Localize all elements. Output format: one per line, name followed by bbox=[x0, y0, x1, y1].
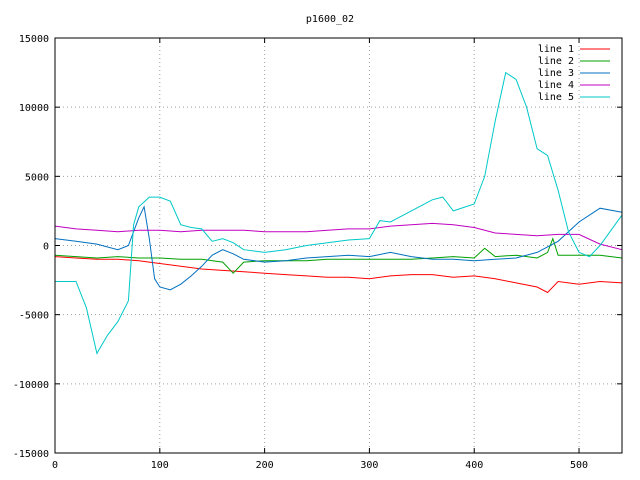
y-tick-label: -5000 bbox=[19, 311, 49, 322]
y-tick-label: 10000 bbox=[19, 103, 49, 114]
x-tick-label: 200 bbox=[256, 460, 274, 471]
x-tick-label: 400 bbox=[465, 460, 483, 471]
y-tick-label: 15000 bbox=[19, 34, 49, 45]
x-tick-label: 0 bbox=[52, 460, 58, 471]
x-tick-label: 100 bbox=[151, 460, 169, 471]
chart-title: p1600_02 bbox=[306, 14, 354, 25]
series-line-4 bbox=[54, 222, 623, 251]
series-line-3 bbox=[54, 205, 623, 291]
legend-label-4: line 4 bbox=[538, 80, 574, 91]
axis-ticks: 0 100 200 300 400 500 -15000 -10000 -5000 0 5000 10… bbox=[13, 34, 622, 471]
series-line-1 bbox=[54, 256, 623, 294]
legend-label-1: line 1 bbox=[538, 44, 574, 55]
x-tick-label: 500 bbox=[570, 460, 588, 471]
y-tick-label: -10000 bbox=[13, 380, 49, 391]
y-tick-label: -15000 bbox=[13, 449, 49, 460]
series-line-5 bbox=[55, 71, 623, 355]
grid bbox=[55, 38, 622, 453]
legend-label-2: line 2 bbox=[538, 56, 574, 67]
y-tick-label: 5000 bbox=[25, 172, 49, 183]
x-tick-label: 300 bbox=[360, 460, 378, 471]
legend-label-5: line 5 bbox=[538, 92, 574, 103]
series-line-2 bbox=[54, 237, 623, 274]
series-layer bbox=[54, 71, 623, 355]
y-tick-label: 0 bbox=[43, 242, 49, 253]
legend-label-3: line 3 bbox=[538, 68, 574, 79]
